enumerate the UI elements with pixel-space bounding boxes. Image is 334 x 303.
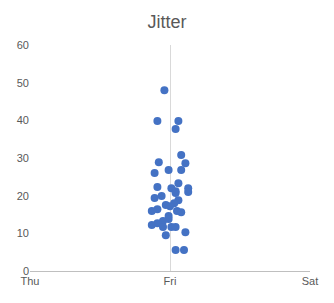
- svg-text:10: 10: [17, 227, 29, 239]
- svg-text:Jitter: Jitter: [147, 12, 186, 32]
- svg-text:0: 0: [23, 265, 29, 277]
- svg-text:Sat: Sat: [302, 275, 319, 287]
- svg-text:50: 50: [17, 77, 29, 89]
- svg-text:30: 30: [17, 152, 29, 164]
- svg-text:40: 40: [17, 114, 29, 126]
- svg-text:60: 60: [17, 39, 29, 51]
- svg-text:Thu: Thu: [21, 275, 40, 287]
- svg-text:Fri: Fri: [164, 275, 177, 287]
- svg-text:20: 20: [17, 190, 29, 202]
